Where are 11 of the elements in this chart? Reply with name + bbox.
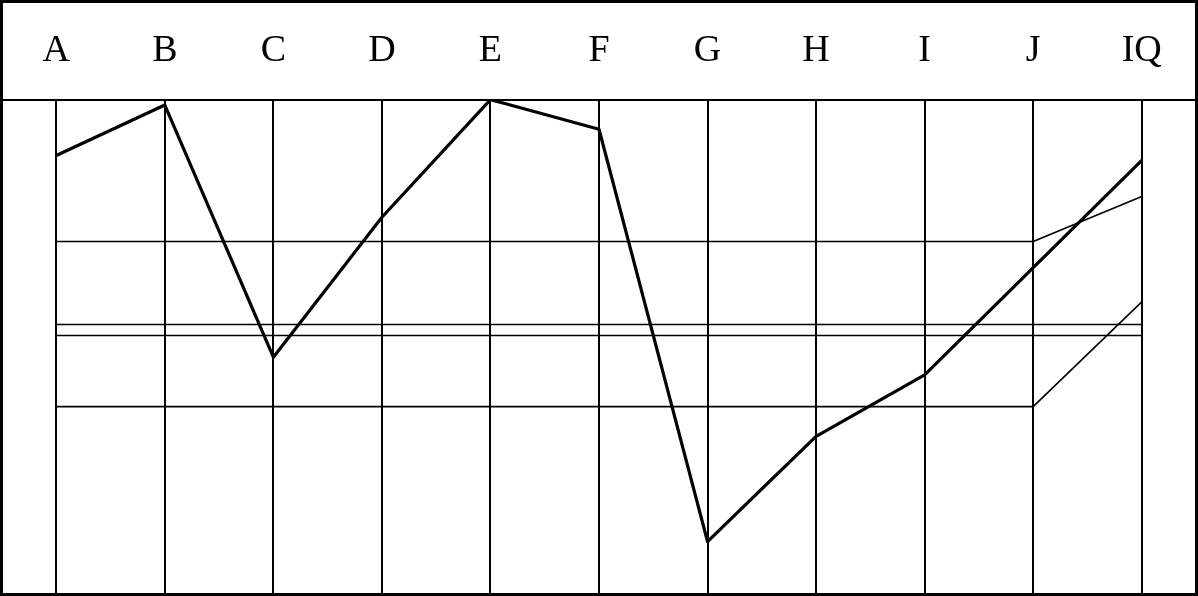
- x-tick-label: I: [918, 26, 931, 69]
- x-tick-label: H: [802, 26, 830, 69]
- x-tick-label: A: [42, 26, 71, 69]
- x-tick-label: C: [260, 26, 287, 69]
- x-tick-label: E: [478, 26, 503, 69]
- x-tick-label: B: [152, 26, 178, 69]
- x-tick-label: G: [693, 26, 722, 69]
- x-tick-label: IQ: [1121, 26, 1162, 69]
- x-tick-label: F: [588, 26, 610, 69]
- x-tick-label: J: [1025, 26, 1041, 69]
- x-tick-label: D: [368, 26, 396, 69]
